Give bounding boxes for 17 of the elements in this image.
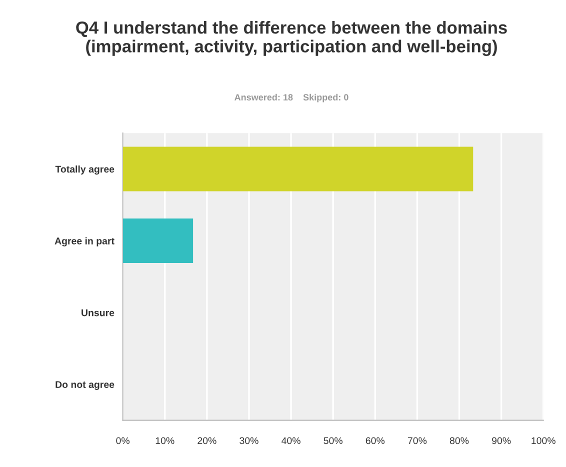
- y-tick-label: Agree in part: [54, 237, 114, 246]
- x-tick-label: 20%: [198, 437, 216, 444]
- x-tick-label: 80%: [450, 437, 469, 444]
- y-tick-label: Do not agree: [56, 381, 114, 390]
- x-tick-label: 50%: [324, 437, 342, 444]
- x-tick-label: 30%: [240, 437, 258, 444]
- chart-title: Q4 I understand the difference between the domains (impairment, activity, participation and well-being): [76, 21, 507, 56]
- y-tick-label: Totally agree: [55, 165, 114, 175]
- x-tick-label: 10%: [156, 437, 174, 444]
- x-tick-label: 70%: [408, 437, 427, 444]
- x-tick-label: 100%: [532, 437, 556, 444]
- chart-subtitle: Answered: 18 Skipped: 0: [234, 94, 348, 102]
- x-tick-label: 90%: [492, 437, 511, 444]
- x-tick-label: 0%: [116, 437, 130, 444]
- x-tick-label: 60%: [366, 437, 385, 444]
- y-tick-label: Unsure: [82, 309, 114, 316]
- x-tick-label: 40%: [282, 437, 300, 444]
